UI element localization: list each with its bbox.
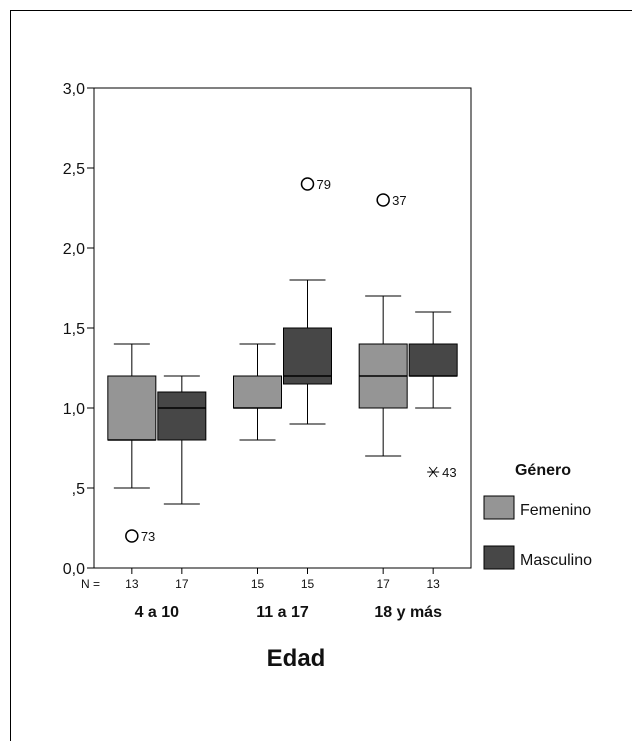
box-body (233, 375, 282, 409)
y-tick-label: 1,5 (63, 321, 85, 338)
legend-title: Género (515, 462, 571, 479)
legend: Género Femenino Masculino (483, 462, 592, 570)
y-tick-label: 0,0 (63, 561, 85, 578)
outlier-marker (125, 529, 139, 543)
y-tick-label: 2,0 (63, 241, 85, 258)
n-count-label: 13 (125, 577, 139, 591)
y-tick-label: ,5 (72, 481, 85, 498)
box-body (408, 343, 458, 377)
x-axis: 4 a 10 11 a 17 18 y más N = 13 17 15 15 17 13 (81, 568, 442, 621)
chart-frame (10, 10, 632, 741)
extreme-marker-d2 (428, 466, 438, 478)
n-count-label: 17 (175, 577, 189, 591)
outlier-marker (376, 193, 390, 207)
x-category-label: 18 y más (374, 604, 442, 621)
y-tick-label: 2,5 (63, 161, 85, 178)
x-axis-title: Edad (267, 645, 326, 672)
plot-area (93, 87, 472, 569)
n-count-label: 15 (301, 577, 315, 591)
box-body (157, 391, 207, 441)
n-count-label: 15 (251, 577, 265, 591)
n-count-label: 13 (426, 577, 440, 591)
legend-swatch-masculino (483, 545, 515, 570)
boxes-layer: 73 79 37 43 (107, 177, 458, 544)
outlier-label: 43 (442, 465, 456, 480)
n-count-label: 17 (376, 577, 390, 591)
box-3-masculino: 43 (408, 311, 458, 480)
box-1-femenino: 73 (107, 343, 157, 544)
n-label: N = (81, 577, 100, 591)
y-axis: 0,0 ,5 1,0 1,5 2,0 2,5 3,0 (63, 81, 94, 578)
box-2-masculino: 79 (283, 177, 332, 425)
legend-swatch-femenino (483, 495, 515, 520)
box-body (283, 327, 332, 385)
box-1-masculino (157, 375, 207, 505)
outlier-label: 37 (392, 193, 406, 208)
outlier-marker (300, 177, 315, 191)
outlier-label: 79 (317, 177, 331, 192)
box-body (107, 375, 157, 441)
legend-label-masculino: Masculino (520, 552, 592, 569)
x-category-label: 11 a 17 (256, 604, 309, 621)
box-3-femenino: 37 (358, 193, 408, 457)
y-tick-label: 1,0 (63, 401, 85, 418)
box-2-femenino (233, 343, 282, 441)
x-category-label: 4 a 10 (135, 604, 180, 621)
legend-label-femenino: Femenino (520, 502, 591, 519)
y-tick-label: 3,0 (63, 81, 85, 98)
outlier-label: 73 (141, 529, 155, 544)
